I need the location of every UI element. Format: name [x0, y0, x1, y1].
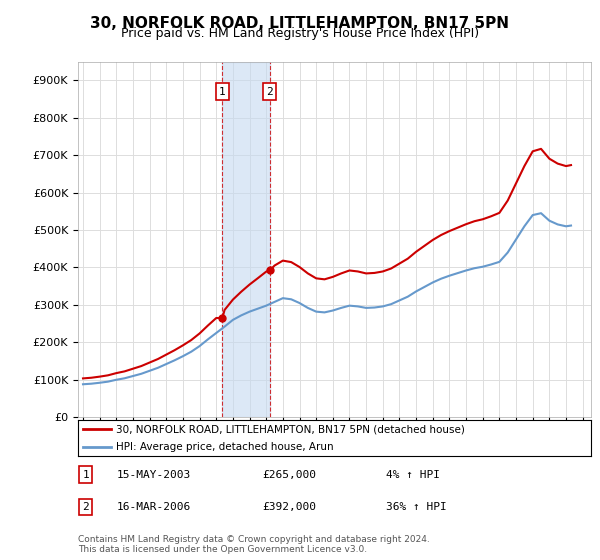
Text: £265,000: £265,000 — [263, 470, 317, 479]
Text: 36% ↑ HPI: 36% ↑ HPI — [386, 502, 446, 512]
Text: 1: 1 — [82, 470, 89, 479]
Text: £392,000: £392,000 — [263, 502, 317, 512]
Text: Price paid vs. HM Land Registry's House Price Index (HPI): Price paid vs. HM Land Registry's House … — [121, 27, 479, 40]
Text: HPI: Average price, detached house, Arun: HPI: Average price, detached house, Arun — [116, 442, 334, 452]
Bar — [223, 62, 270, 417]
Text: 16-MAR-2006: 16-MAR-2006 — [116, 502, 191, 512]
Text: 4% ↑ HPI: 4% ↑ HPI — [386, 470, 440, 479]
Text: 2: 2 — [266, 87, 273, 96]
Text: Contains HM Land Registry data © Crown copyright and database right 2024.
This d: Contains HM Land Registry data © Crown c… — [78, 535, 430, 554]
Text: 2: 2 — [82, 502, 89, 512]
Text: 30, NORFOLK ROAD, LITTLEHAMPTON, BN17 5PN (detached house): 30, NORFOLK ROAD, LITTLEHAMPTON, BN17 5P… — [116, 424, 466, 434]
Text: 15-MAY-2003: 15-MAY-2003 — [116, 470, 191, 479]
Text: 30, NORFOLK ROAD, LITTLEHAMPTON, BN17 5PN: 30, NORFOLK ROAD, LITTLEHAMPTON, BN17 5P… — [91, 16, 509, 31]
Text: 1: 1 — [219, 87, 226, 96]
